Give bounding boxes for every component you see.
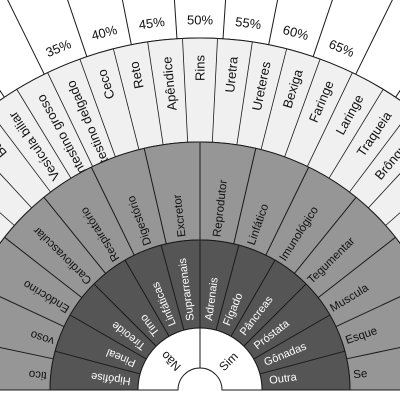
organ-label: Apêndice [159,56,179,111]
system-divider [0,346,54,360]
gland-divider [54,350,141,375]
gland-divider [160,244,185,331]
gland-label: Adrenais [203,276,221,321]
system-label: tico [28,368,47,382]
system-divider [294,196,357,274]
system-label: Se [353,368,368,381]
glands-ring: SuprarrenaisLinfáticasTimoTireoidePineal… [49,239,351,391]
system-divider [335,296,400,328]
percent-label: 60% [281,22,310,43]
system-divider [265,166,310,256]
gland-divider [243,283,307,347]
organ-label: Uretra [222,55,241,93]
gland-divider [69,314,147,360]
organ-label: Reto [126,60,146,90]
body-systems-ring: ExcretorDigestórioRespiratórioCardiovasc… [0,141,400,391]
system-divider [346,346,400,360]
organ-divider [0,212,15,226]
percent-label: 40% [90,22,119,43]
organ-divider [0,124,51,193]
organ-divider [16,89,72,179]
organ-divider [284,58,321,158]
organ-divider [182,38,189,143]
yes-no-hub: Não Sim [137,327,263,391]
organ-divider [0,173,32,209]
gland-label: Outra [269,371,299,387]
gland-label: Hipófise [90,370,131,387]
percent-label: 45% [138,14,166,32]
organ-divider [349,124,400,193]
percent-divider [121,0,132,45]
organ-divider [147,41,164,145]
percent-divider [67,0,88,57]
organ-divider [47,72,94,167]
percent-divider [312,0,333,57]
gland-divider [124,259,170,337]
gland-divider [93,283,157,347]
system-divider [143,148,167,244]
system-divider [90,166,135,256]
organ-divider [328,89,384,179]
organ-divider [236,41,253,145]
gland-divider [215,244,240,331]
gland-divider [253,314,331,360]
percent-divider [7,0,45,75]
system-divider [43,196,106,274]
organ-label: Rins [193,55,208,82]
organ-divider [368,173,400,209]
gland-divider [230,259,276,337]
system-divider [233,148,257,244]
system-divider [317,236,396,299]
organ-divider [211,38,218,143]
organ-divider [112,48,140,150]
system-divider [0,296,65,328]
percent-label: 50% [187,13,213,28]
organ-divider [79,58,116,158]
organ-divider [385,212,400,226]
percent-scale-ring: 35%40% 45% 50% 55% 60%65% [0,0,400,102]
percent-divider [268,0,279,45]
gland-divider [259,350,346,375]
organ-divider [306,72,353,167]
system-label: Excretor [172,194,189,238]
system-divider [4,236,83,299]
organ-divider [260,48,288,150]
percent-divider [355,0,393,75]
percent-label: 55% [234,14,262,32]
